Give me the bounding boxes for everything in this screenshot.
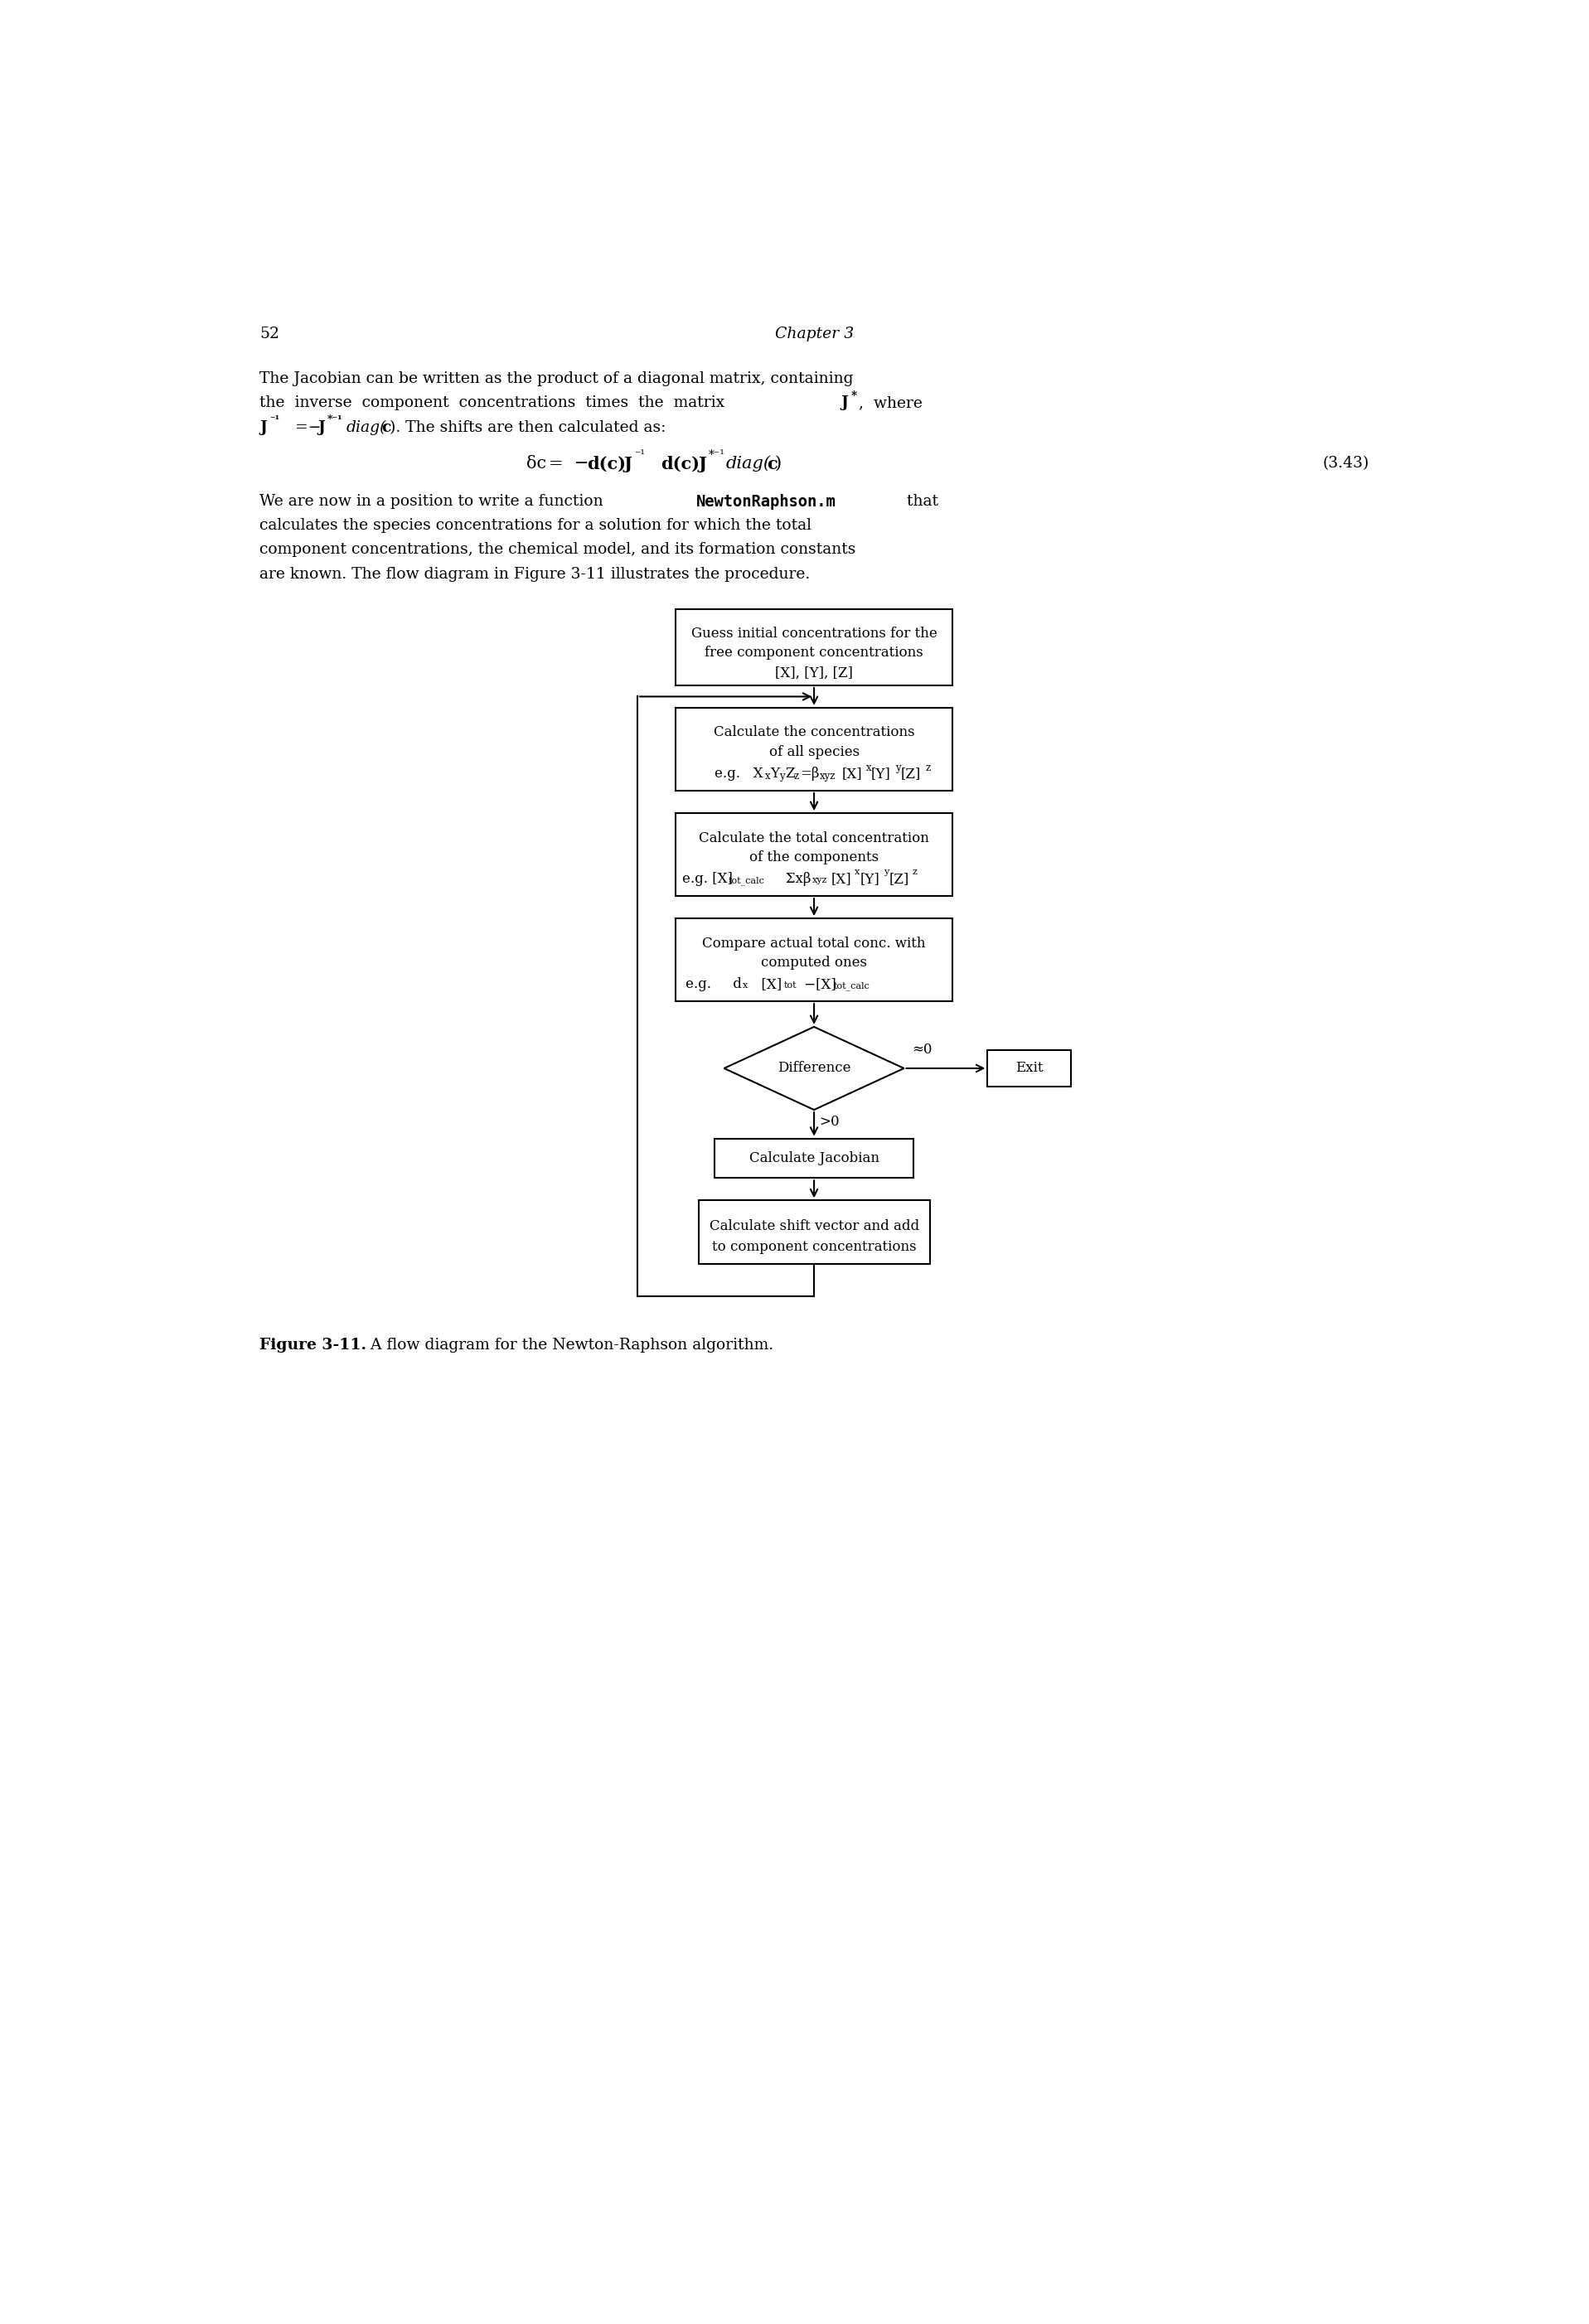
Text: =  −: = −	[548, 456, 590, 472]
Text: 52: 52	[259, 328, 280, 342]
Text: calculates the species concentrations for a solution for which the total: calculates the species concentrations fo…	[259, 518, 812, 532]
Bar	[675, 918, 952, 1002]
Text: Difference: Difference	[777, 1062, 850, 1076]
Text: ≈0: ≈0	[912, 1043, 933, 1057]
Text: Exit: Exit	[1015, 1062, 1042, 1076]
Text: [X], [Y], [Z]: [X], [Y], [Z]	[775, 667, 853, 681]
Text: x: x	[866, 762, 872, 774]
Text: *⁻¹: *⁻¹	[709, 449, 725, 460]
Bar	[699, 1202, 930, 1264]
Text: The Jacobian can be written as the product of a diagonal matrix, containing: The Jacobian can be written as the produ…	[259, 372, 853, 386]
Text: xyz: xyz	[812, 876, 828, 885]
Text: d(c): d(c)	[588, 456, 626, 472]
Text: J: J	[699, 456, 707, 472]
Text: (3.43): (3.43)	[1322, 456, 1370, 469]
Text: z: z	[912, 867, 917, 876]
Text: Calculate shift vector and add: Calculate shift vector and add	[709, 1220, 918, 1234]
Bar	[675, 709, 952, 790]
Text: Figure 3-11.: Figure 3-11.	[259, 1339, 367, 1353]
Text: ): )	[775, 456, 782, 472]
Text: x: x	[742, 981, 748, 990]
Text: z: z	[794, 772, 799, 781]
Polygon shape	[725, 1027, 904, 1111]
Text: −[X]: −[X]	[799, 976, 836, 990]
Text: of the components: of the components	[750, 851, 879, 865]
Text: of all species: of all species	[769, 744, 860, 760]
Text: are known. The flow diagram in Figure 3-11 illustrates the procedure.: are known. The flow diagram in Figure 3-…	[259, 567, 810, 581]
Text: x: x	[855, 867, 860, 876]
Text: e.g.   X: e.g. X	[715, 767, 763, 781]
Text: y: y	[779, 772, 785, 781]
Text: =β: =β	[799, 767, 820, 781]
Text: free component concentrations: free component concentrations	[706, 646, 923, 660]
Text: diag(: diag(	[726, 456, 771, 472]
Text: A flow diagram for the Newton-Raphson algorithm.: A flow diagram for the Newton-Raphson al…	[365, 1339, 774, 1353]
Text: ⁻¹: ⁻¹	[269, 414, 280, 425]
Text: [X]: [X]	[842, 767, 863, 781]
Text: d(c): d(c)	[661, 456, 701, 472]
Text: ). The shifts are then calculated as:: ). The shifts are then calculated as:	[389, 421, 666, 435]
Text: J: J	[259, 421, 267, 435]
Text: J: J	[841, 395, 849, 411]
Bar	[675, 609, 952, 686]
Text: δc: δc	[526, 456, 547, 472]
Text: Calculate the concentrations: Calculate the concentrations	[713, 725, 915, 739]
Text: J: J	[318, 421, 324, 435]
Text: diag(: diag(	[346, 421, 386, 435]
Text: component concentrations, the chemical model, and its formation constants: component concentrations, the chemical m…	[259, 541, 856, 558]
Text: tot_calc: tot_calc	[729, 876, 764, 885]
Text: Compare actual total conc. with: Compare actual total conc. with	[702, 937, 926, 951]
Text: Z: Z	[785, 767, 794, 781]
Text: We are now in a position to write a function: We are now in a position to write a func…	[259, 495, 609, 509]
Text: ⁻¹: ⁻¹	[634, 449, 645, 460]
Text: Guess initial concentrations for the: Guess initial concentrations for the	[691, 627, 938, 641]
Text: Chapter 3: Chapter 3	[775, 328, 853, 342]
Text: that: that	[903, 495, 939, 509]
Text: computed ones: computed ones	[761, 955, 868, 969]
Text: [Z]: [Z]	[890, 872, 909, 885]
Text: c: c	[381, 421, 391, 435]
Text: *: *	[850, 390, 856, 402]
Text: Calculate the total concentration: Calculate the total concentration	[699, 832, 930, 846]
Text: tot_calc: tot_calc	[833, 981, 869, 990]
Text: NewtonRaphson.m: NewtonRaphson.m	[696, 495, 836, 509]
Text: [Y]: [Y]	[871, 767, 891, 781]
Text: [X]: [X]	[753, 976, 782, 990]
Text: J: J	[624, 456, 632, 472]
Text: *⁻¹: *⁻¹	[327, 414, 343, 425]
Text: to component concentrations: to component concentrations	[712, 1241, 917, 1255]
Text: [Y]: [Y]	[860, 872, 880, 885]
Text: x: x	[764, 772, 771, 781]
Text: e.g. [X]: e.g. [X]	[682, 872, 733, 885]
Text: Σxβ: Σxβ	[772, 872, 810, 885]
Text: y: y	[896, 762, 901, 774]
Text: [X]: [X]	[831, 872, 852, 885]
Text: e.g.     d: e.g. d	[685, 976, 742, 990]
Text: xyz: xyz	[820, 772, 836, 781]
Bar	[987, 1050, 1071, 1088]
Text: ,  where: , where	[860, 395, 923, 411]
Text: [Z]: [Z]	[901, 767, 922, 781]
Bar	[675, 813, 952, 897]
Text: c: c	[767, 456, 777, 472]
Text: tot: tot	[783, 981, 796, 990]
Text: =−: =−	[286, 421, 321, 435]
Text: the  inverse  component  concentrations  times  the  matrix: the inverse component concentrations tim…	[259, 395, 729, 411]
Text: Calculate Jacobian: Calculate Jacobian	[748, 1150, 879, 1164]
Bar	[715, 1139, 914, 1178]
Text: >0: >0	[820, 1116, 839, 1129]
Text: Y: Y	[771, 767, 780, 781]
Text: z: z	[925, 762, 930, 774]
Text: y: y	[883, 867, 888, 876]
